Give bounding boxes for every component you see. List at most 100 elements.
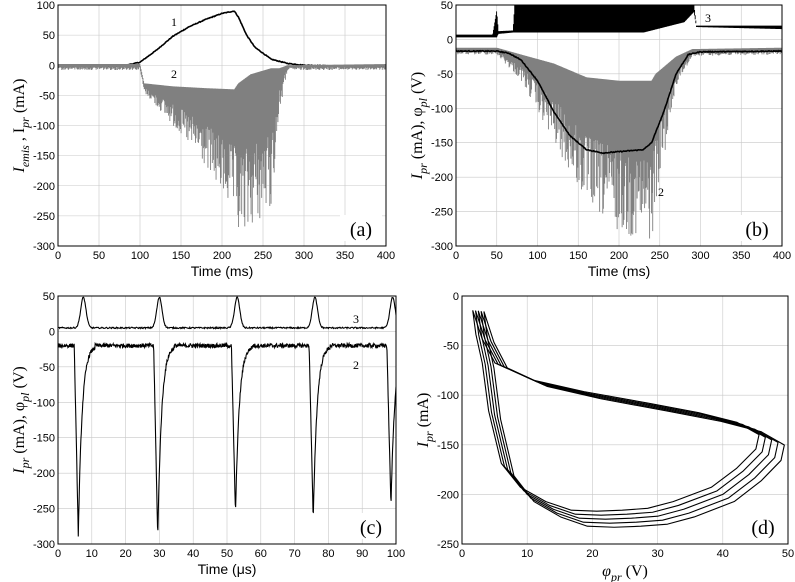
x-tick-label: 350 — [732, 250, 750, 262]
y-tick-label: -150 — [431, 138, 453, 150]
x-axis-label-unit: (V) — [622, 563, 648, 580]
y-axis-label-main: I — [415, 441, 432, 448]
x-tick-label: 400 — [377, 250, 395, 262]
curve-label-3: 3 — [353, 312, 359, 326]
plot-area — [58, 296, 396, 537]
y-tick-label: 0 — [447, 34, 453, 46]
x-tick-label: 150 — [172, 250, 190, 262]
plot-frame — [57, 4, 387, 247]
y-tick-label: -50 — [437, 69, 453, 81]
y-tick-label: 50 — [43, 30, 55, 42]
y-axis-label-sub2: pl — [18, 392, 32, 403]
plot-frame — [57, 295, 397, 545]
x-tick-label: 50 — [782, 548, 794, 560]
y-axis-label-mid: (mA), φ — [11, 402, 28, 458]
x-axis-label-main: φ — [602, 563, 611, 580]
y-tick-label: -250 — [33, 211, 55, 223]
x-tick-label: 0 — [453, 250, 459, 262]
plot-frame — [461, 295, 789, 545]
y-tick-label: -200 — [33, 181, 55, 193]
x-tick-label: 40 — [187, 548, 199, 560]
series-3-line — [58, 296, 396, 330]
panel-d: 0 10 20 30 40 50-250-200-150-100-500(d)φpr (V… — [415, 291, 794, 582]
y-axis-label: Ipr (mA) — [415, 393, 436, 449]
y-tick-label: -200 — [33, 468, 55, 480]
y-tick-label: -250 — [33, 504, 55, 516]
y-axis-label-unit: (mA) — [415, 393, 432, 432]
curve-label-2: 2 — [353, 358, 359, 372]
panel-b: 0 50 100 150 200 250 300 350 400-300-250-200-150… — [409, 0, 791, 279]
y-tick-label: -300 — [33, 539, 55, 551]
x-tick-label: 50 — [221, 548, 233, 560]
y-axis-label-sub2: pl — [416, 97, 430, 108]
x-tick-label: 0 — [459, 548, 465, 560]
y-tick-label: -50 — [39, 90, 55, 102]
x-axis-label: Time (ms) — [191, 263, 253, 279]
y-axis-label-main: I — [11, 166, 28, 173]
x-tick-label: 80 — [322, 548, 334, 560]
panel-label: (a) — [350, 219, 372, 241]
y-axis-label-sub: pr — [422, 431, 436, 443]
y-tick-label: 0 — [453, 291, 459, 303]
y-tick-label: -250 — [431, 207, 453, 219]
plot-area — [456, 5, 782, 239]
x-axis-label: φpr (V) — [602, 563, 648, 582]
y-tick-label: -50 — [443, 341, 459, 353]
y-tick-label: -300 — [431, 241, 453, 253]
y-tick-label: -50 — [39, 362, 55, 374]
plot-area — [472, 310, 785, 528]
x-tick-label: 200 — [213, 250, 231, 262]
x-tick-label: 10 — [521, 548, 533, 560]
x-tick-label: 50 — [491, 250, 503, 262]
plot-area — [58, 10, 386, 228]
series-3-band — [456, 5, 782, 38]
x-axis-label: Time (ms) — [588, 263, 650, 279]
x-tick-label: 40 — [717, 548, 729, 560]
y-tick-label: -100 — [33, 397, 55, 409]
x-tick-label: 300 — [691, 250, 709, 262]
y-axis-label: Ipr (mA), φpl (V) — [409, 72, 430, 180]
y-axis-label: Iemis , Ipr (mA) — [11, 79, 32, 174]
y-axis-label-main: I — [409, 173, 426, 180]
x-tick-label: 100 — [528, 250, 546, 262]
y-axis-label-unit: (mA) — [11, 79, 28, 118]
y-tick-label: -150 — [33, 433, 55, 445]
y-tick-label: 50 — [441, 0, 453, 12]
panel-label-bg — [742, 513, 784, 539]
x-tick-label: 150 — [569, 250, 587, 262]
x-tick-label: 70 — [288, 548, 300, 560]
x-tick-label: 400 — [773, 250, 791, 262]
x-tick-label: 250 — [254, 250, 272, 262]
y-tick-label: -100 — [33, 121, 55, 133]
panel-c: 0 10 20 30 40 50 60 70 80 90 100-300-250-200-150-1… — [11, 291, 405, 577]
x-tick-label: 250 — [651, 250, 669, 262]
x-tick-label: 30 — [651, 548, 663, 560]
x-tick-label: 0 — [55, 548, 61, 560]
y-tick-label: -300 — [33, 241, 55, 253]
y-axis-label-unit: (V) — [409, 72, 426, 98]
y-tick-label: -200 — [431, 172, 453, 184]
x-tick-label: 30 — [153, 548, 165, 560]
x-tick-label: 100 — [387, 548, 405, 560]
y-tick-label: -100 — [431, 103, 453, 115]
y-tick-label: -150 — [437, 440, 459, 452]
y-tick-label: 100 — [37, 0, 55, 12]
x-tick-label: 60 — [255, 548, 267, 560]
y-tick-label: -150 — [33, 151, 55, 163]
x-tick-label: 20 — [119, 548, 131, 560]
x-tick-label: 100 — [131, 250, 149, 262]
panel-label-bg — [340, 215, 382, 241]
y-axis-label-sub: pr — [18, 457, 32, 469]
x-axis-label-sub: pr — [610, 570, 622, 582]
y-axis-label-mid: (mA), φ — [409, 107, 426, 163]
y-axis-label-main: I — [11, 468, 28, 475]
x-tick-label: 50 — [93, 250, 105, 262]
x-tick-label: 0 — [55, 250, 61, 262]
x-axis-label: Time (μs) — [198, 561, 257, 577]
series-2-band — [58, 64, 386, 228]
y-tick-label: -250 — [437, 539, 459, 551]
panel-label: (d) — [751, 517, 774, 539]
series-2-line — [58, 341, 396, 537]
panel-label: (c) — [360, 517, 382, 539]
panel-label: (b) — [745, 219, 768, 241]
